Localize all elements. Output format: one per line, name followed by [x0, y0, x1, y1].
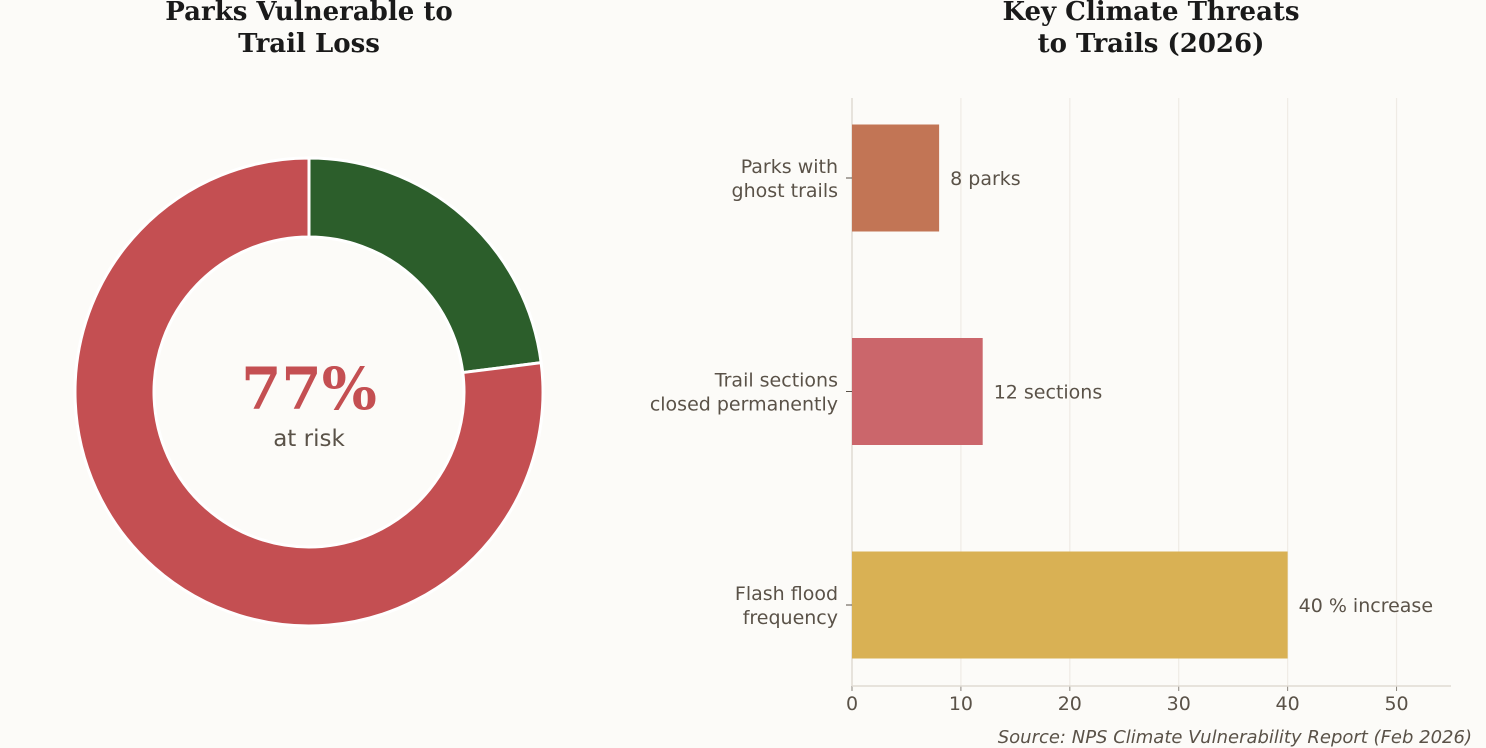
bar-data-label: 12 sections: [994, 382, 1103, 404]
source-note: Source: NPS Climate Vulnerability Report…: [998, 727, 1472, 748]
category-label: Trail sections closed permanently: [650, 370, 838, 416]
donut-title-line: Parks Vulnerable to: [165, 0, 452, 27]
donut-center-label: at risk: [273, 426, 345, 452]
donut-title: Parks Vulnerable to Trail Loss: [165, 0, 452, 59]
x-tick-label: 40: [1276, 693, 1300, 715]
x-tick-label: 30: [1167, 693, 1191, 715]
category-label-line: Trail sections: [714, 370, 838, 392]
donut-center-value: 77%: [241, 355, 377, 423]
x-tick-label: 20: [1058, 693, 1082, 715]
x-tick-label: 0: [846, 693, 858, 715]
category-label-line: Parks with: [741, 156, 838, 178]
category-label-line: ghost trails: [732, 180, 838, 202]
category-label: Parks with ghost trails: [732, 156, 838, 202]
bar-data-label: 8 parks: [950, 168, 1021, 190]
bar-title: Key Climate Threats to Trails (2026): [1002, 0, 1299, 59]
bar: [852, 124, 940, 232]
bar-data-label: 40 % increase: [1299, 595, 1433, 617]
bar: [852, 338, 983, 445]
bar-title-line: Key Climate Threats: [1002, 0, 1299, 27]
bar: [852, 551, 1288, 659]
donut-slice: [73, 156, 545, 628]
x-tick-label: 10: [949, 693, 973, 715]
category-label-line: closed permanently: [650, 394, 838, 416]
bar-title-line: to Trails (2026): [1038, 29, 1265, 59]
donut-chart: Parks Vulnerable to Trail Loss: [73, 0, 545, 628]
donut-slice: [307, 156, 543, 375]
x-tick-label: 50: [1384, 693, 1408, 715]
category-label-line: Flash flood: [735, 583, 838, 605]
category-label: Flash flood frequency: [735, 583, 838, 629]
donut-title-line: Trail Loss: [238, 29, 380, 59]
category-label-line: frequency: [743, 607, 838, 629]
bar-chart: Key Climate Threats to Trails (2026) 0 10 20…: [650, 0, 1451, 715]
